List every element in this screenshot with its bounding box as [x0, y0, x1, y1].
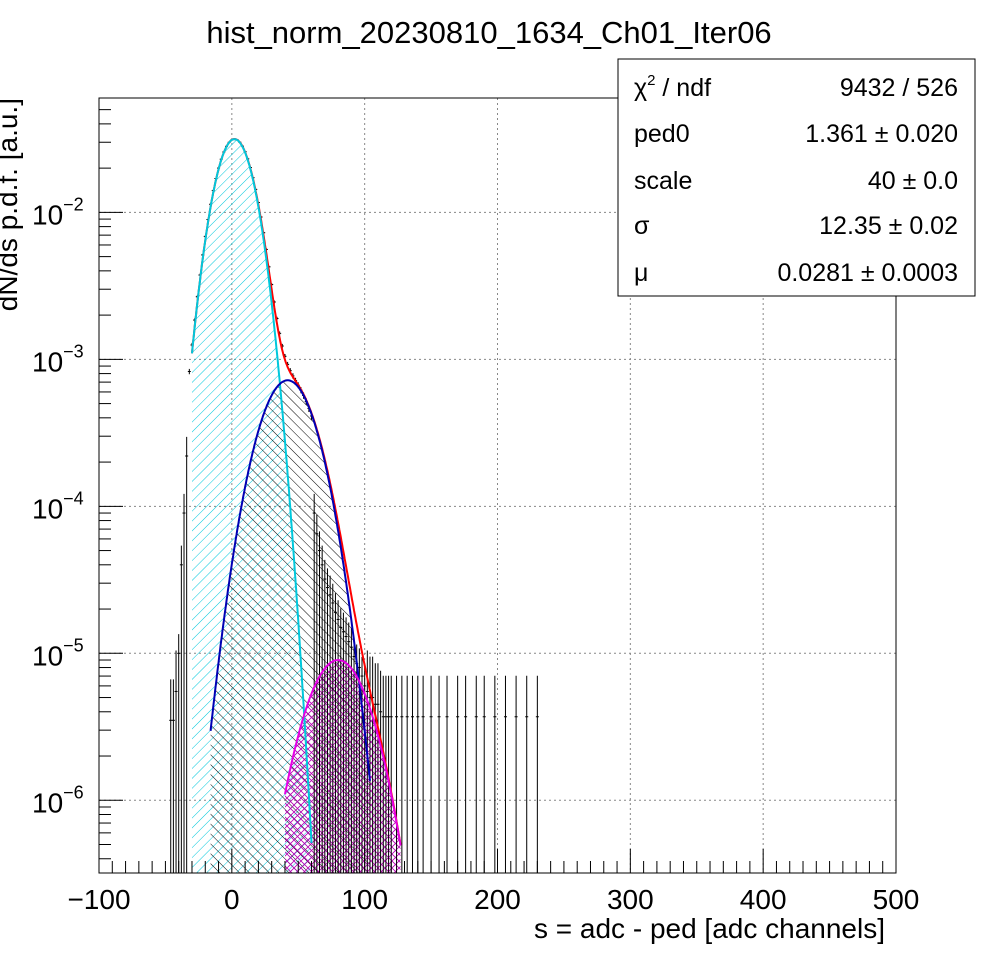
histogram-point [318, 531, 322, 873]
histogram-point [171, 679, 175, 873]
histogram-point [437, 675, 441, 873]
histogram-point [373, 663, 377, 873]
histogram-point [336, 600, 340, 873]
fit-curves [191, 137, 402, 846]
histogram-point [514, 675, 518, 873]
histogram-point [315, 514, 319, 873]
histogram-point [389, 675, 393, 873]
histogram-point [169, 679, 173, 873]
stats-scale-value: 40 ± 0.0 [868, 167, 958, 195]
chart-title: hist_norm_20230810_1634_Ch01_Iter06 [206, 15, 771, 50]
histogram-point [360, 656, 364, 873]
stats-ped0-label: ped0 [634, 120, 690, 148]
x-axis: −100 0 100 200 300 400 500 [67, 849, 919, 915]
x-tick-label: 300 [607, 884, 654, 915]
histogram-point [363, 666, 367, 873]
y-tick-label: 10−6 [32, 782, 84, 818]
histogram-point [328, 575, 332, 873]
histogram-point [445, 675, 449, 873]
y-tick-label: 10−5 [32, 635, 84, 671]
histogram-point [493, 675, 497, 873]
histogram-point [395, 675, 399, 873]
x-axis-label: s = adc - ped [adc channels] [534, 913, 885, 944]
y-axis: 10−2 10−3 10−4 10−5 10−6 [32, 97, 123, 860]
histogram-point [177, 634, 181, 873]
histogram-point [464, 675, 468, 873]
component-curve-2 [284, 659, 402, 846]
component-curve-1 [209, 379, 371, 782]
stats-sigma-value: 12.35 ± 0.02 [819, 212, 958, 240]
x-tick-label: −100 [67, 884, 130, 915]
histogram-point [381, 675, 385, 873]
histogram-point [482, 675, 486, 873]
x-tick-label: 200 [474, 884, 521, 915]
histogram-point [333, 593, 337, 873]
x-tick-label: 500 [873, 884, 920, 915]
histogram-point [174, 650, 178, 873]
stats-scale-label: scale [634, 167, 692, 195]
x-tick-label: 100 [341, 884, 388, 915]
x-tick-label: 400 [740, 884, 787, 915]
stats-chi2-label: χ2 / ndf [634, 72, 711, 102]
histogram-point [535, 675, 539, 873]
y-tick-label: 10−4 [32, 488, 84, 524]
y-axis-label: dN/ds p.d.f. [a.u.] [0, 98, 23, 311]
histogram-point [182, 493, 186, 873]
histogram-point [400, 675, 404, 873]
histogram-point [320, 545, 324, 873]
histogram-point [325, 568, 329, 873]
histogram-point [503, 675, 507, 873]
histogram-point [187, 368, 191, 375]
y-tick-label: 10−2 [32, 194, 84, 230]
stats-ped0-value: 1.361 ± 0.020 [805, 120, 958, 148]
histogram-point [331, 583, 335, 873]
stats-sigma-label: σ [634, 212, 650, 240]
histogram-point [429, 675, 433, 873]
histogram-point [344, 617, 348, 873]
histogram-point [341, 612, 345, 873]
stats-mu-value: 0.0281 ± 0.0003 [777, 259, 958, 287]
histogram-point [185, 436, 189, 873]
stats-box: χ2 / ndf 9432 / 526 ped0 1.361 ± 0.020 s… [617, 58, 976, 297]
histogram-point [384, 675, 388, 873]
histogram-point [376, 663, 380, 873]
y-tick-label: 10−3 [32, 341, 84, 377]
component-curve-0 [191, 138, 313, 844]
histogram-point [410, 675, 414, 873]
histogram-point [339, 608, 343, 873]
histogram-point [416, 675, 420, 873]
x-tick-label: 0 [224, 884, 240, 915]
histogram-point [379, 670, 383, 873]
histogram-point [525, 675, 529, 873]
stats-chi2-value: 9432 / 526 [840, 74, 958, 102]
histogram-point [405, 675, 409, 873]
histogram-point [456, 675, 460, 873]
histogram-point [323, 559, 327, 873]
histogram-point [179, 545, 183, 873]
histogram-point [421, 675, 425, 873]
stats-mu-label: μ [634, 259, 648, 287]
histogram-point [474, 675, 478, 873]
